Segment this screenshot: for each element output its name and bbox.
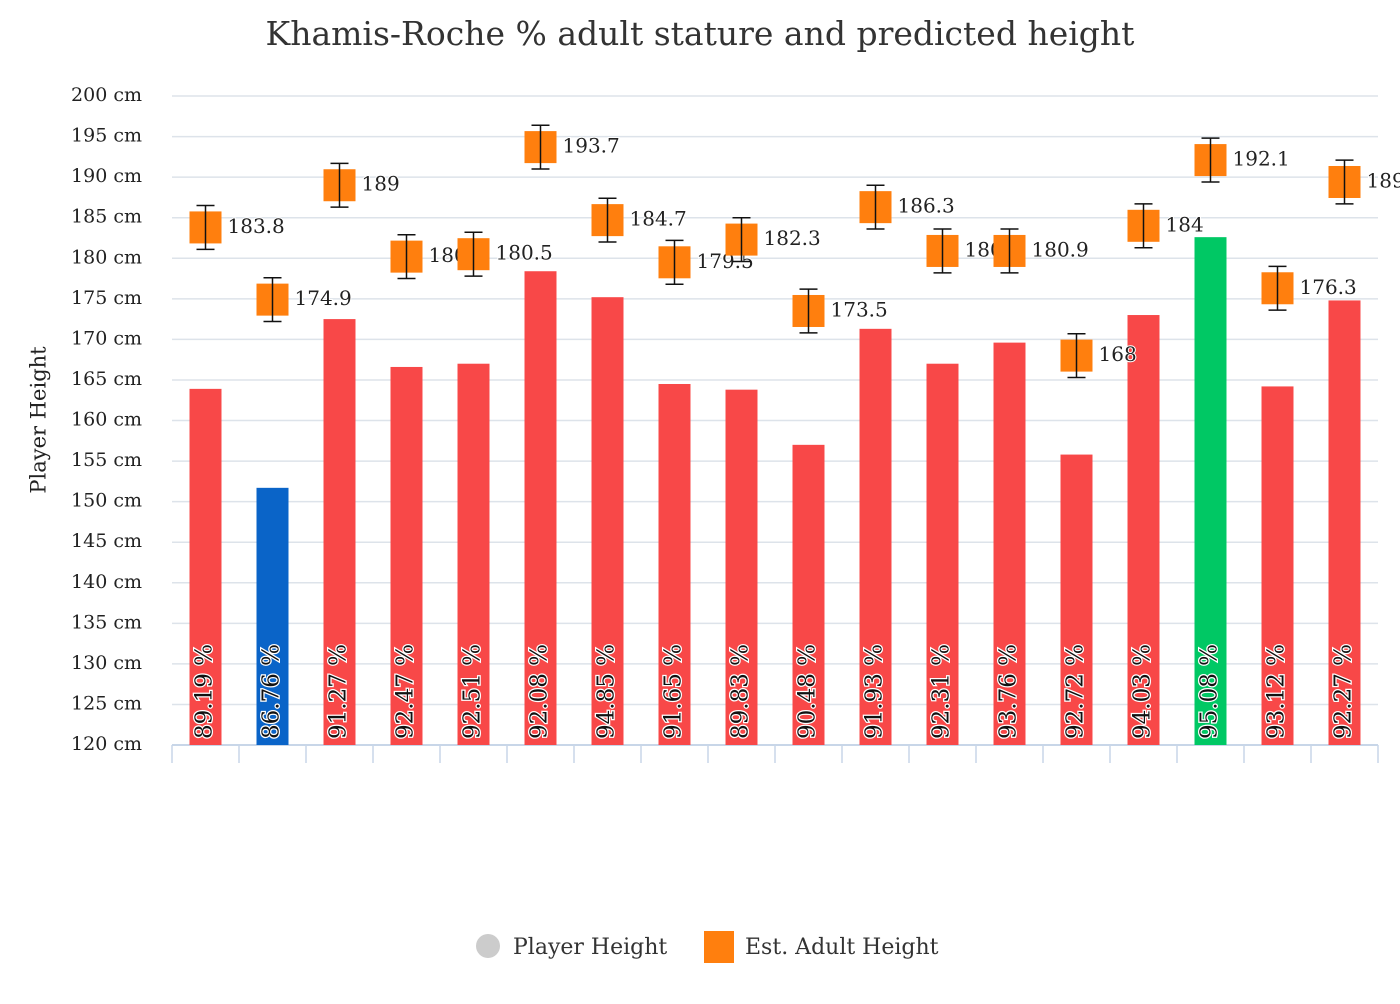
stature-label: 94.03 % — [1130, 644, 1156, 739]
y-tick-label: 140 cm — [71, 571, 142, 593]
y-axis-title: Player Height — [27, 346, 51, 494]
stature-label: 93.76 % — [996, 644, 1022, 739]
y-tick-label: 180 cm — [71, 246, 142, 268]
y-tick-label: 135 cm — [71, 611, 142, 633]
stature-label: 92.72 % — [1063, 644, 1089, 739]
stature-label: 93.12 % — [1264, 644, 1290, 739]
value-label: 192.1 — [1233, 147, 1290, 171]
stature-label: 86.76 % — [259, 644, 285, 739]
y-tick-label: 165 cm — [71, 368, 142, 390]
y-tick-label: 195 cm — [71, 125, 142, 147]
value-label: 183.8 — [228, 214, 285, 238]
value-label: 180.5 — [496, 241, 553, 265]
y-tick-label: 200 cm — [71, 84, 142, 106]
y-tick-label: 185 cm — [71, 206, 142, 228]
stature-label: 92.08 % — [527, 644, 553, 739]
legend-label: Player Height — [513, 935, 667, 960]
legend-marker — [476, 934, 500, 958]
y-tick-label: 175 cm — [71, 287, 142, 309]
value-label: 176.3 — [1300, 275, 1357, 299]
stature-label: 92.47 % — [393, 644, 419, 739]
stature-label: 91.93 % — [862, 644, 888, 739]
value-label: 168 — [1099, 342, 1137, 366]
legend: Player Height Est. Adult Height — [476, 931, 939, 963]
stature-label: 91.65 % — [661, 644, 687, 739]
y-tick-label: 170 cm — [71, 327, 142, 349]
y-tick-label: 150 cm — [71, 490, 142, 512]
value-label: 173.5 — [831, 297, 888, 321]
legend-label: Est. Adult Height — [745, 935, 939, 960]
stature-label: 91.27 % — [326, 644, 352, 739]
y-tick-label: 190 cm — [71, 165, 142, 187]
value-label: 193.7 — [563, 134, 620, 158]
y-tick-label: 130 cm — [71, 652, 142, 674]
y-tick-label: 160 cm — [71, 409, 142, 431]
stature-label: 89.19 % — [192, 644, 218, 739]
stature-label: 90.48 % — [795, 644, 821, 739]
value-label: 189 — [362, 172, 400, 196]
y-tick-label: 125 cm — [71, 692, 142, 714]
value-label: 184 — [1166, 212, 1204, 236]
value-label: 180.9 — [1032, 237, 1089, 261]
stature-label: 89.83 % — [728, 644, 754, 739]
chart-title: Khamis-Roche % adult stature and predict… — [266, 14, 1135, 53]
stature-label: 94.85 % — [594, 644, 620, 739]
value-label: 189.4 — [1367, 168, 1400, 192]
legend-marker — [704, 931, 734, 963]
value-label: 184.7 — [630, 207, 687, 231]
y-tick-label: 155 cm — [71, 449, 142, 471]
value-label: 174.9 — [295, 286, 352, 310]
y-tick-label: 145 cm — [71, 530, 142, 552]
value-label: 186.3 — [898, 194, 955, 218]
y-tick-label: 120 cm — [71, 733, 142, 755]
value-label: 182.3 — [764, 226, 821, 250]
stature-label: 92.51 % — [460, 644, 486, 739]
stature-label: 92.31 % — [929, 644, 955, 739]
stature-label: 95.08 % — [1197, 644, 1223, 739]
stature-label: 92.27 % — [1331, 644, 1357, 739]
